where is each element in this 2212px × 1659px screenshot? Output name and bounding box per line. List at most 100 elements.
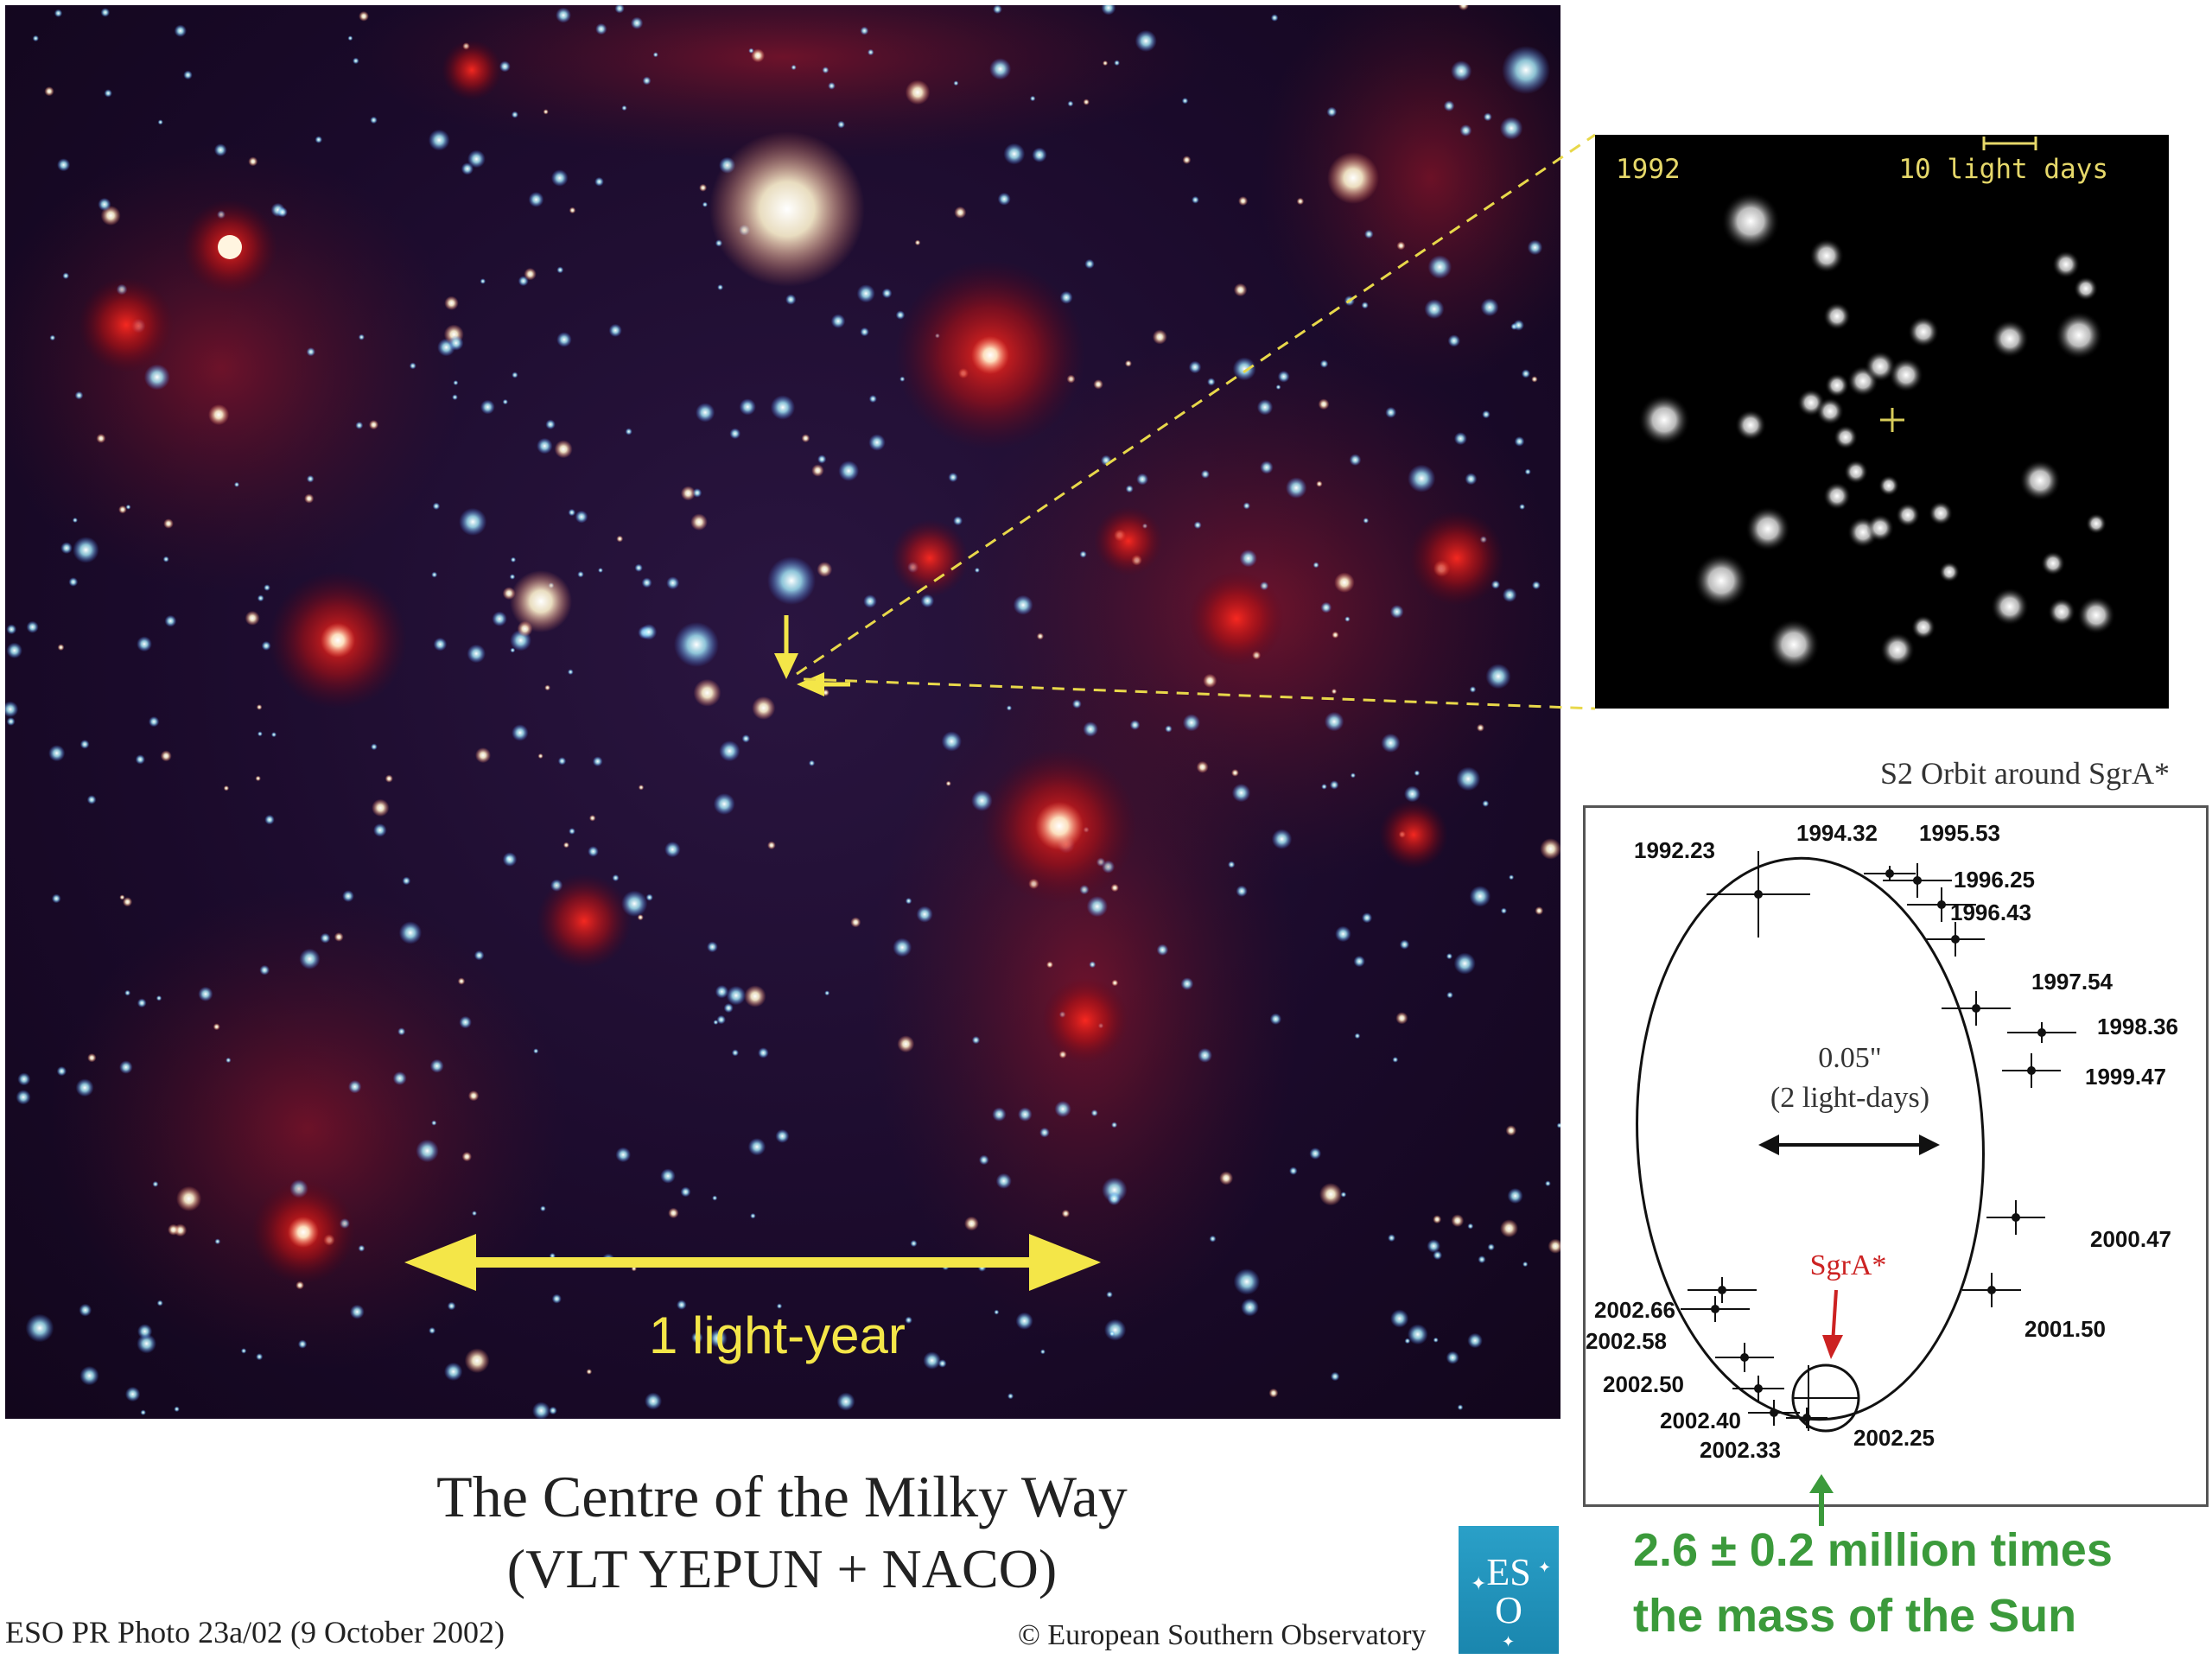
inset-scale-label: 10 light days [1898,154,2108,185]
star [79,740,90,749]
star [79,1303,92,1317]
inset-star [1638,394,1690,446]
star [156,1300,163,1306]
star [1067,100,1074,107]
star [1457,1404,1464,1411]
star [25,1313,54,1343]
star [255,775,261,782]
star-field [5,5,1560,1419]
orbit-point [1711,1305,1719,1313]
star [1089,961,1096,969]
star [863,594,877,608]
star [135,754,145,765]
star [464,1348,490,1374]
star [183,70,193,80]
star [868,395,877,404]
star [575,510,588,524]
star [6,717,16,726]
star [1271,829,1293,849]
star [616,535,624,543]
star [140,1409,146,1415]
star [1107,1192,1122,1206]
star [752,696,776,720]
star [785,294,797,305]
star [433,637,448,652]
star [1389,605,1404,619]
star [719,741,741,762]
star [556,266,564,274]
star [1125,485,1134,493]
star [1018,1107,1033,1122]
star [198,986,213,1001]
star [1453,432,1467,446]
star [256,1353,264,1361]
orbit-point [2027,1066,2036,1075]
star [1180,977,1194,990]
orbit-epoch-label: 1997.54 [2031,969,2113,995]
sgra-label: SgrA* [1810,1249,1887,1281]
star [98,197,111,212]
star [554,440,573,459]
star [1332,631,1339,639]
star [1487,1243,1495,1251]
star [895,310,906,320]
star [257,594,264,602]
star [1109,1331,1116,1337]
star [137,998,147,1008]
star [677,1300,687,1310]
star [1243,502,1251,510]
star [125,504,131,510]
mass-text: 2.6 ± 0.2 million times the mass of the … [1633,1517,2113,1649]
star [741,734,751,743]
star [837,120,845,129]
star [372,798,390,817]
star [860,327,869,337]
star [164,614,177,627]
star [152,1180,159,1187]
star [457,977,466,985]
star [1318,398,1330,410]
star [1231,769,1239,777]
star [143,364,170,391]
star [1469,686,1477,693]
star [56,1066,67,1077]
star [748,48,754,54]
orbit-scale-note: (2 light-days) [1770,1082,1929,1114]
star [1321,784,1327,790]
star [595,22,607,35]
star [1467,1332,1483,1349]
star [1396,241,1406,251]
star [1269,1013,1282,1026]
star [920,594,935,608]
star [1136,473,1148,486]
star [60,542,73,555]
star [638,785,645,791]
star [953,80,959,86]
star [1478,1255,1486,1264]
star [124,1386,141,1402]
star [867,48,874,56]
star [370,116,378,124]
star [723,1003,734,1014]
star [830,314,846,329]
inset-star [1823,302,1851,330]
star [824,990,830,996]
star [510,647,516,653]
star [306,474,315,483]
star [1319,1183,1343,1206]
star [750,1212,756,1219]
star [645,893,653,901]
star [1330,1371,1340,1382]
inset-star [2074,276,2098,301]
star [850,917,861,928]
star [567,669,574,676]
star [48,745,66,762]
orbit-epoch-label: 2002.25 [1853,1425,1935,1451]
star [261,640,271,651]
orbit-point [1754,1384,1763,1393]
star [1514,436,1525,447]
star [1203,673,1217,689]
star [537,753,543,760]
star [630,16,644,29]
star [1309,1147,1322,1160]
